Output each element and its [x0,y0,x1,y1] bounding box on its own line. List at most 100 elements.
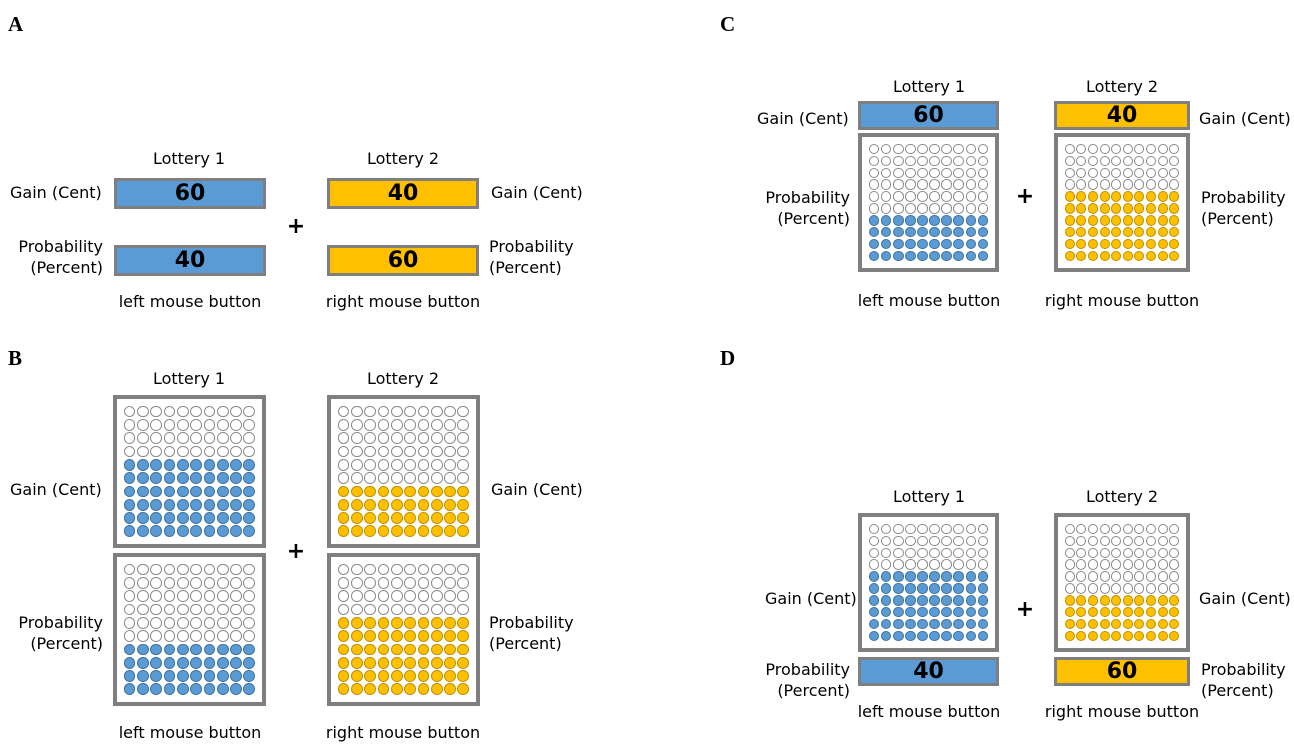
filled-dot [123,472,136,484]
filled-dot [417,525,430,538]
empty-dot [230,603,242,616]
empty-dot [377,419,390,431]
empty-dot [1064,155,1075,167]
empty-dot [1169,155,1180,167]
empty-dot [176,405,189,418]
empty-dot [457,419,470,431]
empty-dot [1134,523,1145,535]
empty-dot [404,472,416,484]
filled-dot [203,683,216,696]
empty-dot [1076,179,1087,190]
empty-dot [457,577,470,589]
filled-dot [977,583,989,594]
empty-dot [364,563,377,576]
empty-dot [1099,583,1110,594]
filled-dot [953,250,965,262]
filled-dot [364,512,377,524]
empty-dot [163,405,176,418]
gain-grid-lottery1-d [858,513,999,652]
filled-dot [137,512,149,524]
filled-dot [953,630,965,642]
empty-dot [1076,155,1087,167]
empty-dot [230,577,242,589]
empty-dot [150,577,163,589]
lottery1-title-b: Lottery 1 [152,369,226,388]
empty-dot [892,191,904,202]
filled-dot [1122,607,1133,618]
filled-dot [1169,215,1180,226]
empty-dot [404,563,416,576]
empty-dot [364,577,377,589]
filled-dot [377,683,390,696]
empty-dot [457,445,470,458]
filled-dot [917,238,928,250]
empty-dot [137,616,149,629]
filled-dot [1111,215,1122,226]
empty-dot [390,472,403,484]
empty-dot [1087,583,1099,594]
empty-dot [965,535,977,547]
empty-dot [444,577,456,589]
filled-dot [1157,191,1168,202]
empty-dot [351,563,363,576]
filled-dot [216,458,229,471]
filled-dot [377,512,390,524]
filled-dot [1157,227,1168,238]
filled-dot [917,618,928,630]
empty-dot [1099,167,1110,178]
filled-dot [377,616,390,629]
filled-dot [977,571,989,582]
empty-dot [1157,167,1168,178]
filled-dot [1087,630,1099,642]
empty-dot [364,405,377,418]
gain-label-right-b: Gain (Cent) [491,480,583,499]
filled-dot [444,498,456,511]
empty-dot [150,405,163,418]
filled-dot [977,630,989,642]
empty-dot [444,419,456,431]
filled-dot [1122,618,1133,630]
filled-dot [892,227,904,238]
filled-dot [1076,203,1087,214]
filled-dot [1134,250,1145,262]
filled-dot [880,618,892,630]
filled-dot [457,485,470,498]
empty-dot [977,179,989,190]
empty-dot [868,143,880,155]
filled-dot [1169,618,1180,630]
filled-dot [337,656,350,669]
filled-dot [230,670,242,682]
empty-dot [905,155,916,167]
empty-dot [150,616,163,629]
empty-dot [230,419,242,431]
filled-dot [176,656,189,669]
filled-dot [430,485,443,498]
empty-dot [1122,523,1133,535]
empty-dot [929,523,940,535]
prob-label-right-b: Probability (Percent) [489,612,574,654]
empty-dot [1099,571,1110,582]
filled-dot [880,630,892,642]
filled-dot [880,250,892,262]
empty-dot [1087,535,1099,547]
empty-dot [1111,523,1122,535]
empty-dot [1064,523,1075,535]
lottery2-title-b: Lottery 2 [366,369,440,388]
prob-label-line1: Probability [765,188,850,207]
filled-dot [941,238,952,250]
empty-dot [404,458,416,471]
filled-dot [868,238,880,250]
empty-dot [163,419,176,431]
prob-grid-lottery1-c [858,133,999,272]
filled-dot [190,485,202,498]
empty-dot [404,445,416,458]
filled-dot [1064,630,1075,642]
prob-label-line2: (Percent) [489,258,562,277]
gain-grid-lottery2-b [327,395,480,548]
gain-bar-lottery2-c: 40 [1054,101,1190,130]
empty-dot [1157,571,1168,582]
filled-dot [892,238,904,250]
filled-dot [1076,630,1087,642]
empty-dot [880,143,892,155]
empty-dot [1076,559,1087,570]
